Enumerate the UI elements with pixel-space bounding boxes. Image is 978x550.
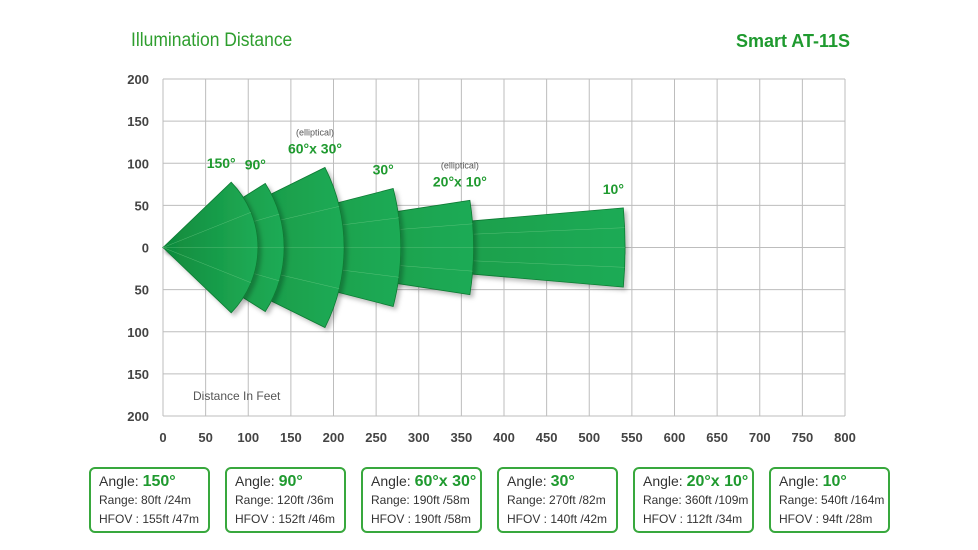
angle-value: 150° bbox=[142, 473, 176, 490]
x-tick-label: 550 bbox=[621, 430, 643, 445]
range-text: Range: 270ft /82m bbox=[507, 493, 606, 507]
beam-note: (elliptical) bbox=[441, 160, 479, 170]
spec-card-150: Angle: 150° Range: 80ft /24m HFOV : 155f… bbox=[89, 467, 210, 533]
angle-value: 30° bbox=[550, 473, 575, 490]
x-tick-label: 400 bbox=[493, 430, 515, 445]
y-tick-label: 100 bbox=[127, 325, 149, 340]
beam-sectors bbox=[162, 166, 626, 329]
angle-label: Angle: bbox=[99, 473, 139, 489]
x-axis-label: Distance In Feet bbox=[193, 389, 281, 403]
beam-label: 150° bbox=[207, 155, 236, 171]
spec-card-30: Angle: 30° Range: 270ft /82m HFOV : 140f… bbox=[497, 467, 618, 533]
hfov-text: HFOV : 94ft /28m bbox=[779, 512, 873, 526]
range-text: Range: 120ft /36m bbox=[235, 493, 334, 507]
hfov-text: HFOV : 152ft /46m bbox=[235, 512, 336, 526]
hfov-text: HFOV : 190ft /58m bbox=[371, 512, 472, 526]
hfov-text: HFOV : 155ft /47m bbox=[99, 512, 200, 526]
angle-label: Angle: bbox=[235, 473, 275, 489]
x-tick-label: 200 bbox=[323, 430, 345, 445]
spec-card-20x10: Angle: 20°x 10° Range: 360ft /109m HFOV … bbox=[633, 467, 754, 533]
x-tick-label: 150 bbox=[280, 430, 302, 445]
y-tick-label: 200 bbox=[127, 72, 149, 87]
product-name: Smart AT-11S bbox=[735, 31, 850, 51]
spec-cards: Angle: 150° Range: 80ft /24m HFOV : 155f… bbox=[89, 467, 890, 535]
x-tick-label: 300 bbox=[408, 430, 430, 445]
beam-label: 90° bbox=[245, 156, 266, 172]
x-tick-label: 800 bbox=[834, 430, 856, 445]
beam-label: 60°x 30° bbox=[288, 140, 342, 156]
y-tick-label: 50 bbox=[135, 283, 149, 298]
y-tick-label: 100 bbox=[127, 156, 149, 171]
x-axis-ticks: 0 50 100 150 200 250 300 350 400 450 500 550 600 650 7… bbox=[159, 430, 855, 445]
y-tick-label: 200 bbox=[127, 409, 149, 424]
angle-label: Angle: bbox=[371, 473, 411, 489]
angle-value: 90° bbox=[278, 473, 303, 490]
angle-value: 20°x 10° bbox=[686, 473, 749, 490]
y-axis-ticks: 200 150 100 50 0 50 100 150 200 bbox=[127, 72, 149, 424]
x-tick-label: 0 bbox=[159, 430, 166, 445]
y-tick-label: 0 bbox=[142, 241, 149, 256]
x-tick-label: 450 bbox=[536, 430, 558, 445]
x-tick-label: 650 bbox=[706, 430, 728, 445]
beam-note: (elliptical) bbox=[296, 127, 334, 137]
range-text: Range: 190ft /58m bbox=[371, 493, 470, 507]
angle-label: Angle: bbox=[779, 473, 819, 489]
angle-value: 10° bbox=[822, 473, 847, 490]
spec-card-60x30: Angle: 60°x 30° Range: 190ft /58m HFOV :… bbox=[361, 467, 482, 533]
chart-title: Illumination Distance bbox=[131, 30, 293, 51]
range-text: Range: 540ft /164m bbox=[779, 493, 885, 507]
beam-label: 10° bbox=[603, 181, 624, 197]
x-tick-label: 500 bbox=[578, 430, 600, 445]
hfov-text: HFOV : 112ft /34m bbox=[643, 512, 743, 526]
angle-label: Angle: bbox=[507, 473, 547, 489]
angle-value: 60°x 30° bbox=[414, 473, 477, 490]
x-tick-label: 50 bbox=[198, 430, 212, 445]
x-tick-label: 350 bbox=[451, 430, 473, 445]
beam-ray bbox=[162, 247, 252, 283]
y-tick-label: 150 bbox=[127, 367, 149, 382]
x-tick-label: 250 bbox=[365, 430, 387, 445]
beam-label: 30° bbox=[373, 162, 394, 178]
spec-card-90: Angle: 90° Range: 120ft /36m HFOV : 152f… bbox=[225, 467, 346, 533]
beam-label: 20°x 10° bbox=[433, 173, 487, 189]
x-tick-label: 750 bbox=[792, 430, 814, 445]
hfov-text: HFOV : 140ft /42m bbox=[507, 512, 608, 526]
illumination-chart: 150° 90° 60°x 30° (elliptical) 30° 20°x 10° (e… bbox=[127, 72, 856, 445]
angle-label: Angle: bbox=[643, 473, 683, 489]
beam-ray bbox=[162, 212, 252, 248]
y-tick-label: 150 bbox=[127, 114, 149, 129]
x-tick-label: 600 bbox=[664, 430, 686, 445]
range-text: Range: 80ft /24m bbox=[99, 493, 192, 507]
x-tick-label: 100 bbox=[237, 430, 259, 445]
beam-labels: 150° 90° 60°x 30° (elliptical) 30° 20°x 10° (e… bbox=[207, 127, 624, 196]
x-tick-label: 700 bbox=[749, 430, 771, 445]
spec-card-10: Angle: 10° Range: 540ft /164m HFOV : 94f… bbox=[769, 467, 890, 533]
y-tick-label: 50 bbox=[135, 198, 149, 213]
range-text: Range: 360ft /109m bbox=[643, 493, 749, 507]
